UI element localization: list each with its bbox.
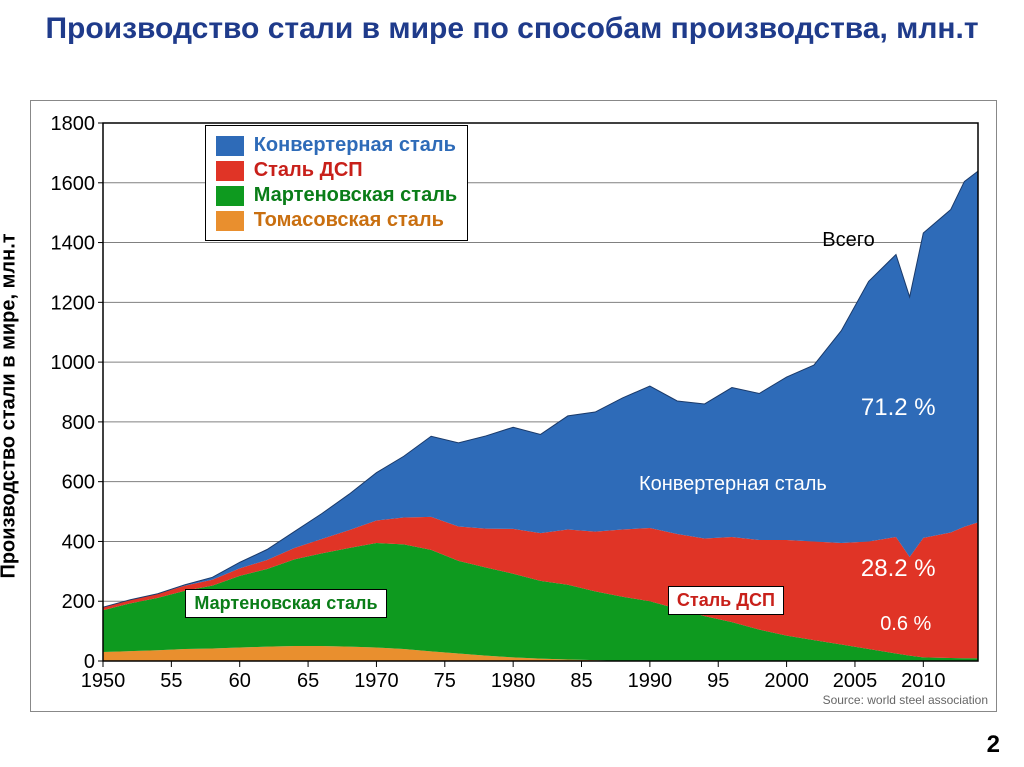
chart-annotation: 71.2 %: [861, 394, 936, 422]
legend-label: Томасовская сталь: [254, 209, 444, 232]
svg-text:2010: 2010: [901, 670, 946, 692]
legend: Конвертерная стальСталь ДСПМартеновская …: [205, 125, 469, 241]
legend-label: Мартеновская сталь: [254, 184, 458, 207]
legend-swatch: [216, 186, 244, 206]
svg-text:1200: 1200: [51, 292, 96, 314]
svg-text:200: 200: [62, 591, 95, 613]
chart-annotation: Всего: [822, 229, 874, 252]
svg-text:400: 400: [62, 531, 95, 553]
slide: Производство стали в мире по способам пр…: [0, 0, 1024, 767]
source-text: Source: world steel association: [823, 693, 988, 707]
svg-text:65: 65: [297, 670, 319, 692]
svg-text:1980: 1980: [491, 670, 536, 692]
svg-text:1800: 1800: [51, 113, 96, 135]
y-axis-label: Производство стали в мире, млн.т: [0, 233, 21, 578]
chart-annotation-box: Сталь ДСП: [668, 586, 784, 615]
svg-text:800: 800: [62, 412, 95, 434]
svg-text:1400: 1400: [51, 233, 96, 255]
legend-item: Конвертерная сталь: [216, 134, 458, 157]
svg-text:1950: 1950: [81, 670, 126, 692]
chart-annotation-box: Мартеновская сталь: [185, 589, 386, 618]
svg-text:60: 60: [229, 670, 251, 692]
legend-swatch: [216, 161, 244, 181]
svg-text:85: 85: [570, 670, 592, 692]
legend-item: Сталь ДСП: [216, 159, 458, 182]
svg-text:1990: 1990: [628, 670, 673, 692]
legend-item: Томасовская сталь: [216, 209, 458, 232]
chart-container: Производство стали в мире, млн.т 0200400…: [30, 100, 997, 712]
chart-annotation: Конвертерная сталь: [639, 473, 827, 496]
svg-text:75: 75: [434, 670, 456, 692]
legend-item: Мартеновская сталь: [216, 184, 458, 207]
area-chart: 0200400600800100012001400160018001950556…: [31, 101, 996, 711]
svg-text:1970: 1970: [354, 670, 399, 692]
svg-text:55: 55: [160, 670, 182, 692]
legend-swatch: [216, 211, 244, 231]
legend-label: Сталь ДСП: [254, 159, 363, 182]
svg-text:2005: 2005: [833, 670, 878, 692]
chart-annotation: 0.6 %: [880, 613, 931, 636]
legend-label: Конвертерная сталь: [254, 134, 456, 157]
svg-text:2000: 2000: [764, 670, 809, 692]
svg-text:1000: 1000: [51, 352, 96, 374]
chart-annotation: 28.2 %: [861, 555, 936, 583]
svg-text:1600: 1600: [51, 173, 96, 195]
legend-swatch: [216, 136, 244, 156]
slide-title: Производство стали в мире по способам пр…: [0, 10, 1024, 48]
page-number: 2: [987, 731, 1000, 759]
svg-text:600: 600: [62, 472, 95, 494]
svg-text:95: 95: [707, 670, 729, 692]
